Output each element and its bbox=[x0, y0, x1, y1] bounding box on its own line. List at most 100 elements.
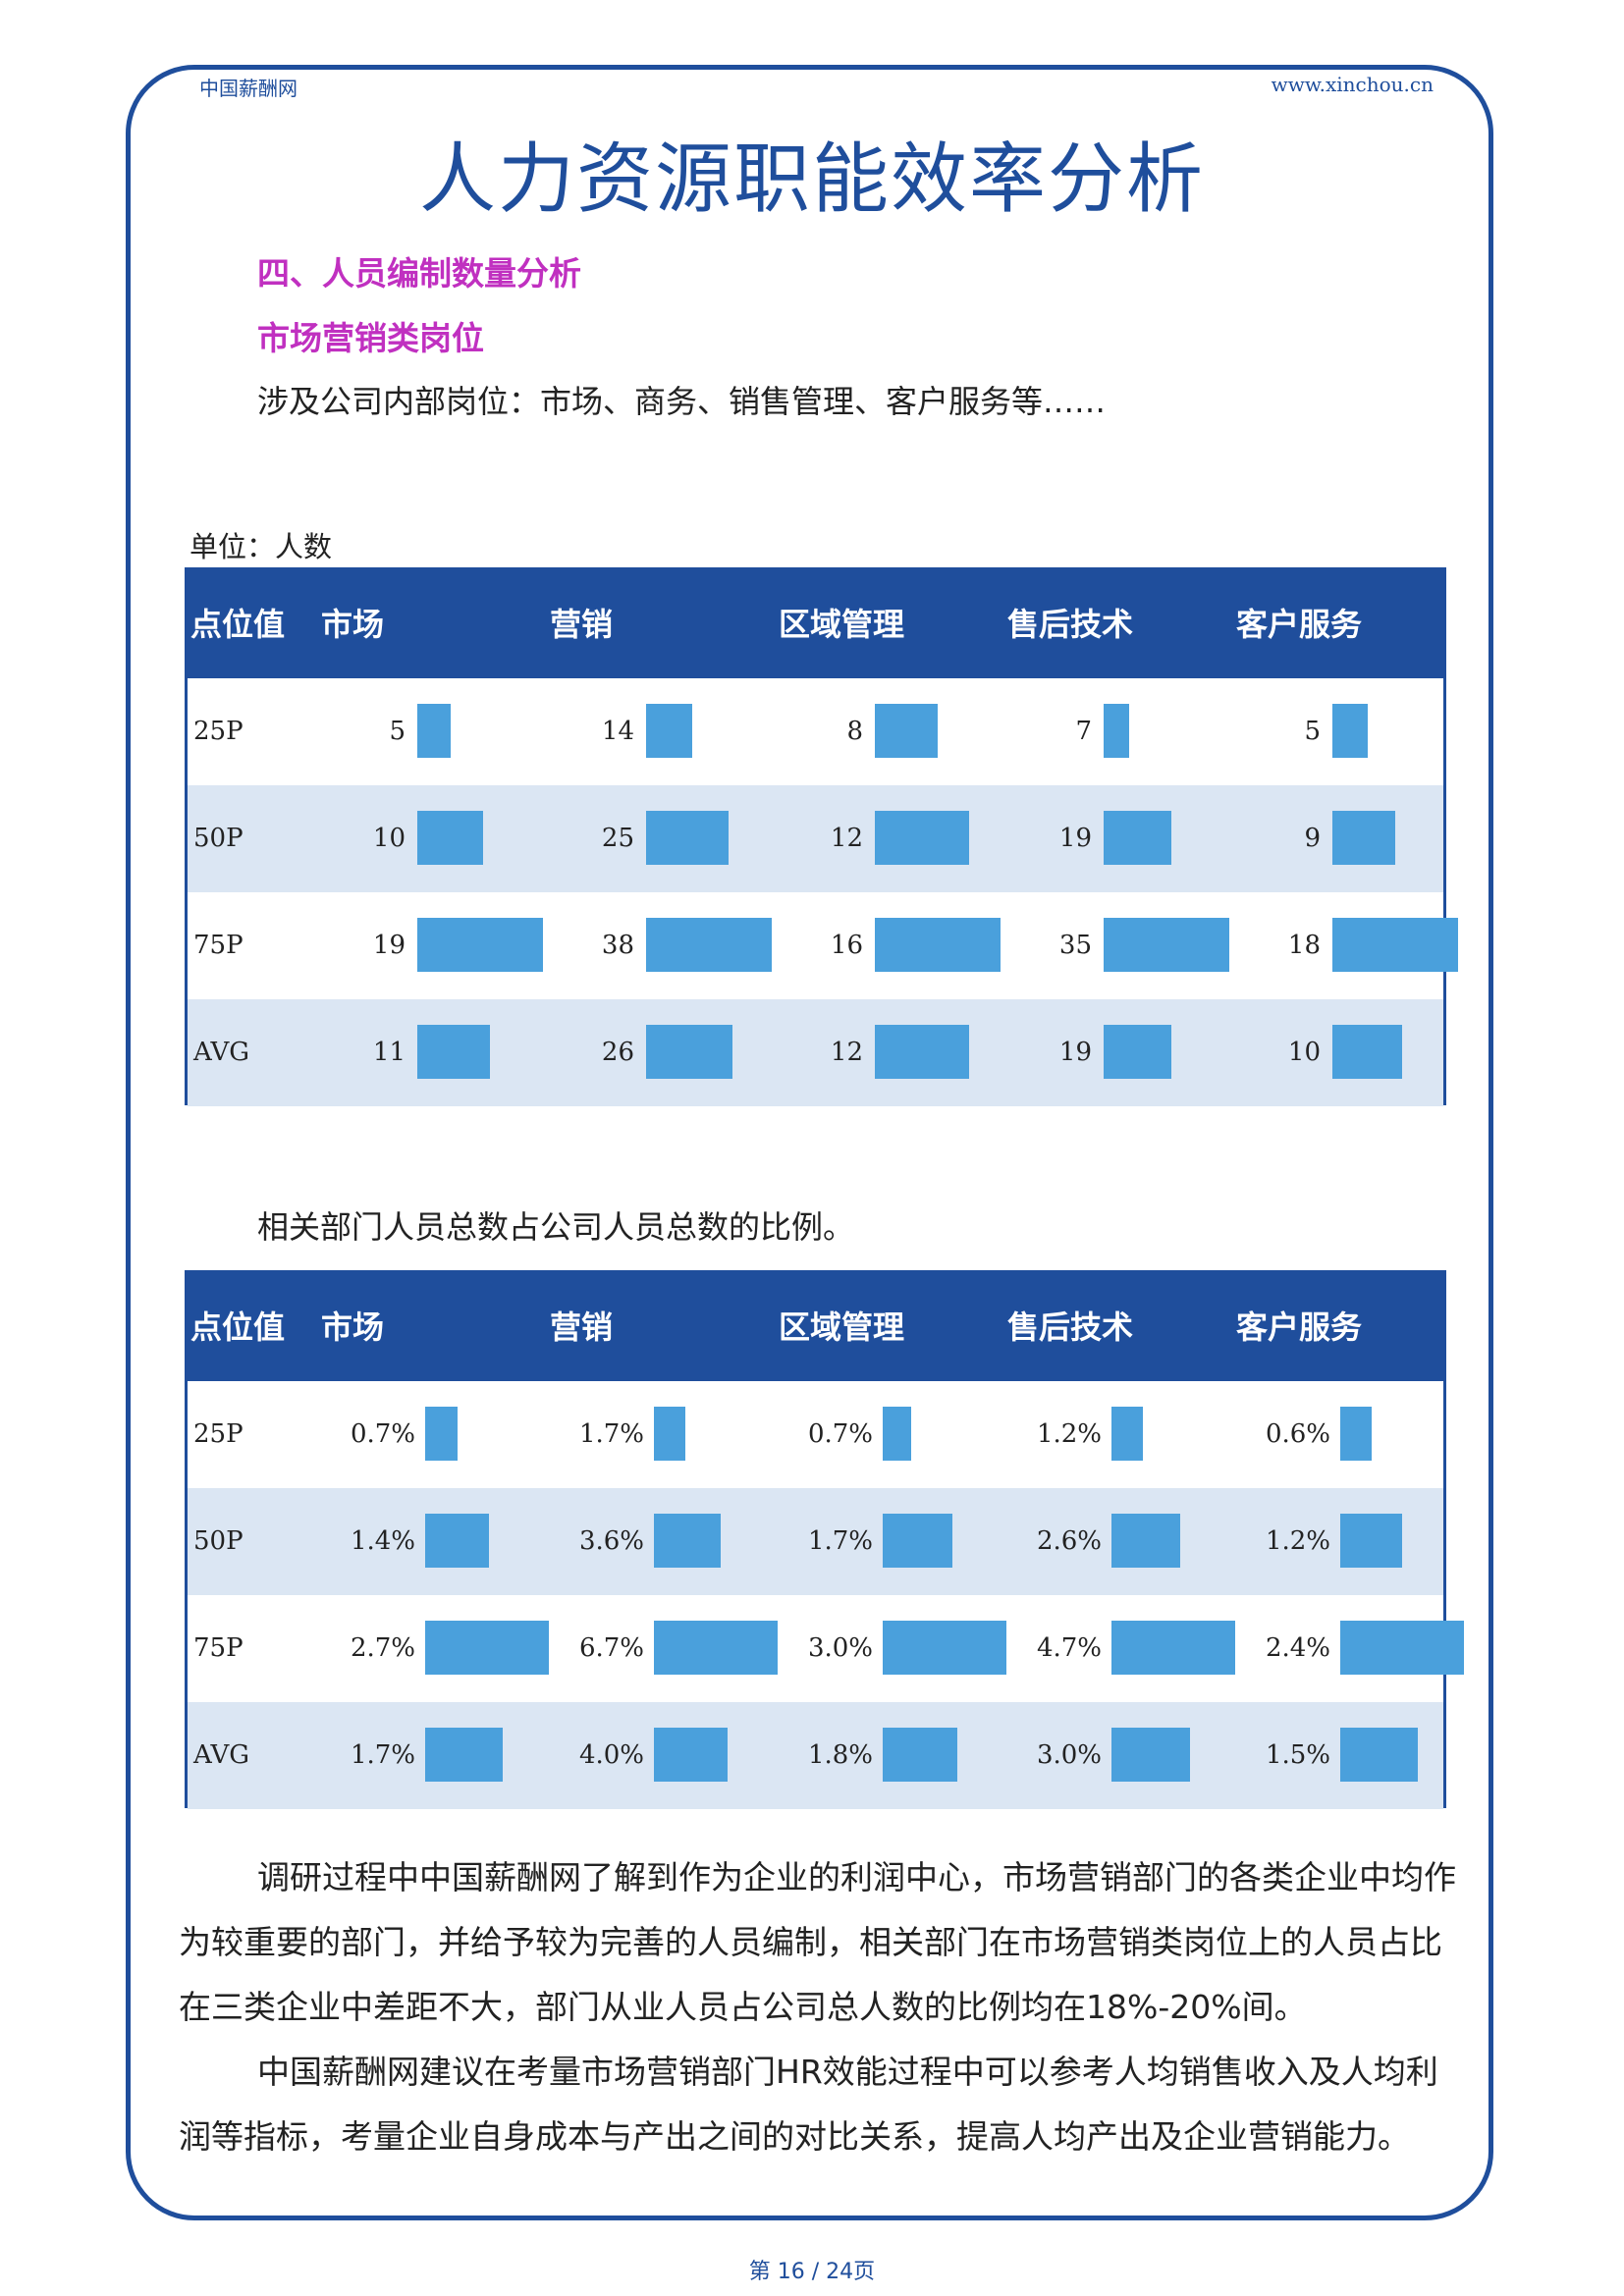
cell-value: 35 bbox=[1058, 931, 1092, 960]
cell-value: 26 bbox=[601, 1038, 634, 1067]
data-cell: 4.7% bbox=[1007, 1595, 1236, 1702]
cell-value: 1.2% bbox=[1036, 1419, 1102, 1449]
data-cell: 0.7% bbox=[779, 1381, 1007, 1488]
header-cell: 售后技术 bbox=[1007, 1308, 1134, 1346]
unit-label: 单位：人数 bbox=[189, 530, 333, 563]
data-cell: 1.5% bbox=[1236, 1702, 1465, 1809]
cell-value: 19 bbox=[1058, 824, 1092, 853]
row-label: 75P bbox=[193, 1633, 244, 1663]
cell-value: 10 bbox=[1287, 1038, 1321, 1067]
header-cell: 客户服务 bbox=[1236, 1308, 1363, 1346]
data-bar bbox=[425, 1621, 549, 1675]
table-row: AVG 1.7% 4.0% 1.8% 3.0% 1.5% bbox=[188, 1702, 1443, 1809]
cell-value: 18 bbox=[1287, 931, 1321, 960]
table-row: 75P 19 38 16 35 18 bbox=[188, 892, 1458, 999]
cell-value: 1.8% bbox=[807, 1740, 873, 1770]
data-cell: 19 bbox=[1007, 999, 1236, 1106]
data-cell: 2.6% bbox=[1007, 1488, 1236, 1595]
cell-value: 3.0% bbox=[1036, 1740, 1102, 1770]
data-cell: 1.7% bbox=[321, 1702, 550, 1809]
data-cell: 1.7% bbox=[550, 1381, 779, 1488]
data-cell: 9 bbox=[1236, 785, 1465, 892]
data-bar bbox=[417, 704, 451, 758]
data-cell: 16 bbox=[779, 892, 1007, 999]
table-row: 50P 1.4% 3.6% 1.7% 2.6% 1.2% bbox=[188, 1488, 1443, 1595]
data-bar bbox=[1111, 1407, 1143, 1461]
row-label: AVG bbox=[193, 1038, 250, 1067]
cell-value: 1.5% bbox=[1265, 1740, 1330, 1770]
data-bar bbox=[883, 1407, 911, 1461]
data-cell: 5 bbox=[1236, 678, 1465, 785]
data-bar bbox=[1340, 1621, 1464, 1675]
data-cell: 26 bbox=[550, 999, 779, 1106]
cell-value: 0.7% bbox=[807, 1419, 873, 1449]
data-bar bbox=[1340, 1514, 1402, 1568]
data-cell: 19 bbox=[321, 892, 550, 999]
data-cell: 1.4% bbox=[321, 1488, 550, 1595]
data-bar bbox=[646, 704, 692, 758]
header-url[interactable]: www.xinchou.cn bbox=[1271, 73, 1434, 96]
table-header: 点位值 市场 营销 区域管理 售后技术 客户服务 bbox=[188, 570, 1443, 678]
data-cell: 19 bbox=[1007, 785, 1236, 892]
table-header: 点位值 市场 营销 区域管理 售后技术 客户服务 bbox=[188, 1273, 1443, 1381]
row-label: AVG bbox=[193, 1740, 250, 1770]
data-bar bbox=[875, 811, 969, 865]
cell-value: 2.6% bbox=[1036, 1526, 1102, 1556]
data-cell: 3.6% bbox=[550, 1488, 779, 1595]
cell-value: 2.4% bbox=[1265, 1633, 1330, 1663]
data-cell: 1.2% bbox=[1236, 1488, 1465, 1595]
cell-value: 25 bbox=[601, 824, 634, 853]
cell-value: 6.7% bbox=[578, 1633, 644, 1663]
data-cell: 14 bbox=[550, 678, 779, 785]
data-cell: 2.7% bbox=[321, 1595, 550, 1702]
cell-value: 3.0% bbox=[807, 1633, 873, 1663]
data-bar bbox=[646, 1025, 732, 1079]
data-bar bbox=[1332, 811, 1395, 865]
data-bar bbox=[883, 1514, 952, 1568]
data-cell: 35 bbox=[1007, 892, 1236, 999]
table-row: 25P 0.7% 1.7% 0.7% 1.2% 0.6% bbox=[188, 1381, 1443, 1488]
page-frame bbox=[126, 65, 1493, 2220]
data-bar bbox=[654, 1728, 728, 1782]
cell-value: 7 bbox=[1075, 717, 1092, 746]
cell-value: 11 bbox=[372, 1038, 406, 1067]
data-bar bbox=[1332, 1025, 1402, 1079]
header-cell: 售后技术 bbox=[1007, 606, 1134, 643]
intro-text: 涉及公司内部岗位：市场、商务、销售管理、客户服务等…… bbox=[257, 383, 1107, 420]
cell-value: 2.7% bbox=[350, 1633, 415, 1663]
data-cell: 12 bbox=[779, 999, 1007, 1106]
cell-value: 1.7% bbox=[350, 1740, 415, 1770]
cell-value: 16 bbox=[830, 931, 863, 960]
data-bar bbox=[1111, 1728, 1190, 1782]
page-title: 人力资源职能效率分析 bbox=[418, 135, 1205, 224]
data-cell: 2.4% bbox=[1236, 1595, 1465, 1702]
cell-value: 8 bbox=[846, 717, 863, 746]
data-cell: 0.7% bbox=[321, 1381, 550, 1488]
row-label: 25P bbox=[193, 1419, 244, 1449]
cell-value: 4.7% bbox=[1036, 1633, 1102, 1663]
data-cell: 10 bbox=[321, 785, 550, 892]
data-cell: 3.0% bbox=[779, 1595, 1007, 1702]
data-cell: 1.7% bbox=[779, 1488, 1007, 1595]
row-label: 25P bbox=[193, 717, 244, 746]
data-cell: 1.2% bbox=[1007, 1381, 1236, 1488]
data-bar bbox=[417, 1025, 490, 1079]
header-site-name: 中国薪酬网 bbox=[199, 77, 298, 100]
data-bar bbox=[1332, 704, 1368, 758]
table-row: 50P 10 25 12 19 9 bbox=[188, 785, 1443, 892]
cell-value: 9 bbox=[1304, 824, 1321, 853]
cell-value: 4.0% bbox=[578, 1740, 644, 1770]
data-bar bbox=[417, 811, 483, 865]
table-row: 75P 2.7% 6.7% 3.0% 4.7% 2.4% bbox=[188, 1595, 1464, 1702]
data-bar bbox=[654, 1621, 778, 1675]
data-bar bbox=[1104, 1025, 1171, 1079]
data-cell: 3.0% bbox=[1007, 1702, 1236, 1809]
header-cell: 营销 bbox=[550, 1308, 614, 1346]
data-bar bbox=[1104, 918, 1229, 972]
header-cell: 市场 bbox=[321, 1308, 385, 1346]
data-bar bbox=[875, 704, 938, 758]
row-label: 50P bbox=[193, 824, 244, 853]
row-label: 50P bbox=[193, 1526, 244, 1556]
data-cell: 6.7% bbox=[550, 1595, 779, 1702]
headcount-table: 点位值 市场 营销 区域管理 售后技术 客户服务 25P 5 14 8 7 5 50P 10 2… bbox=[185, 567, 1458, 1106]
